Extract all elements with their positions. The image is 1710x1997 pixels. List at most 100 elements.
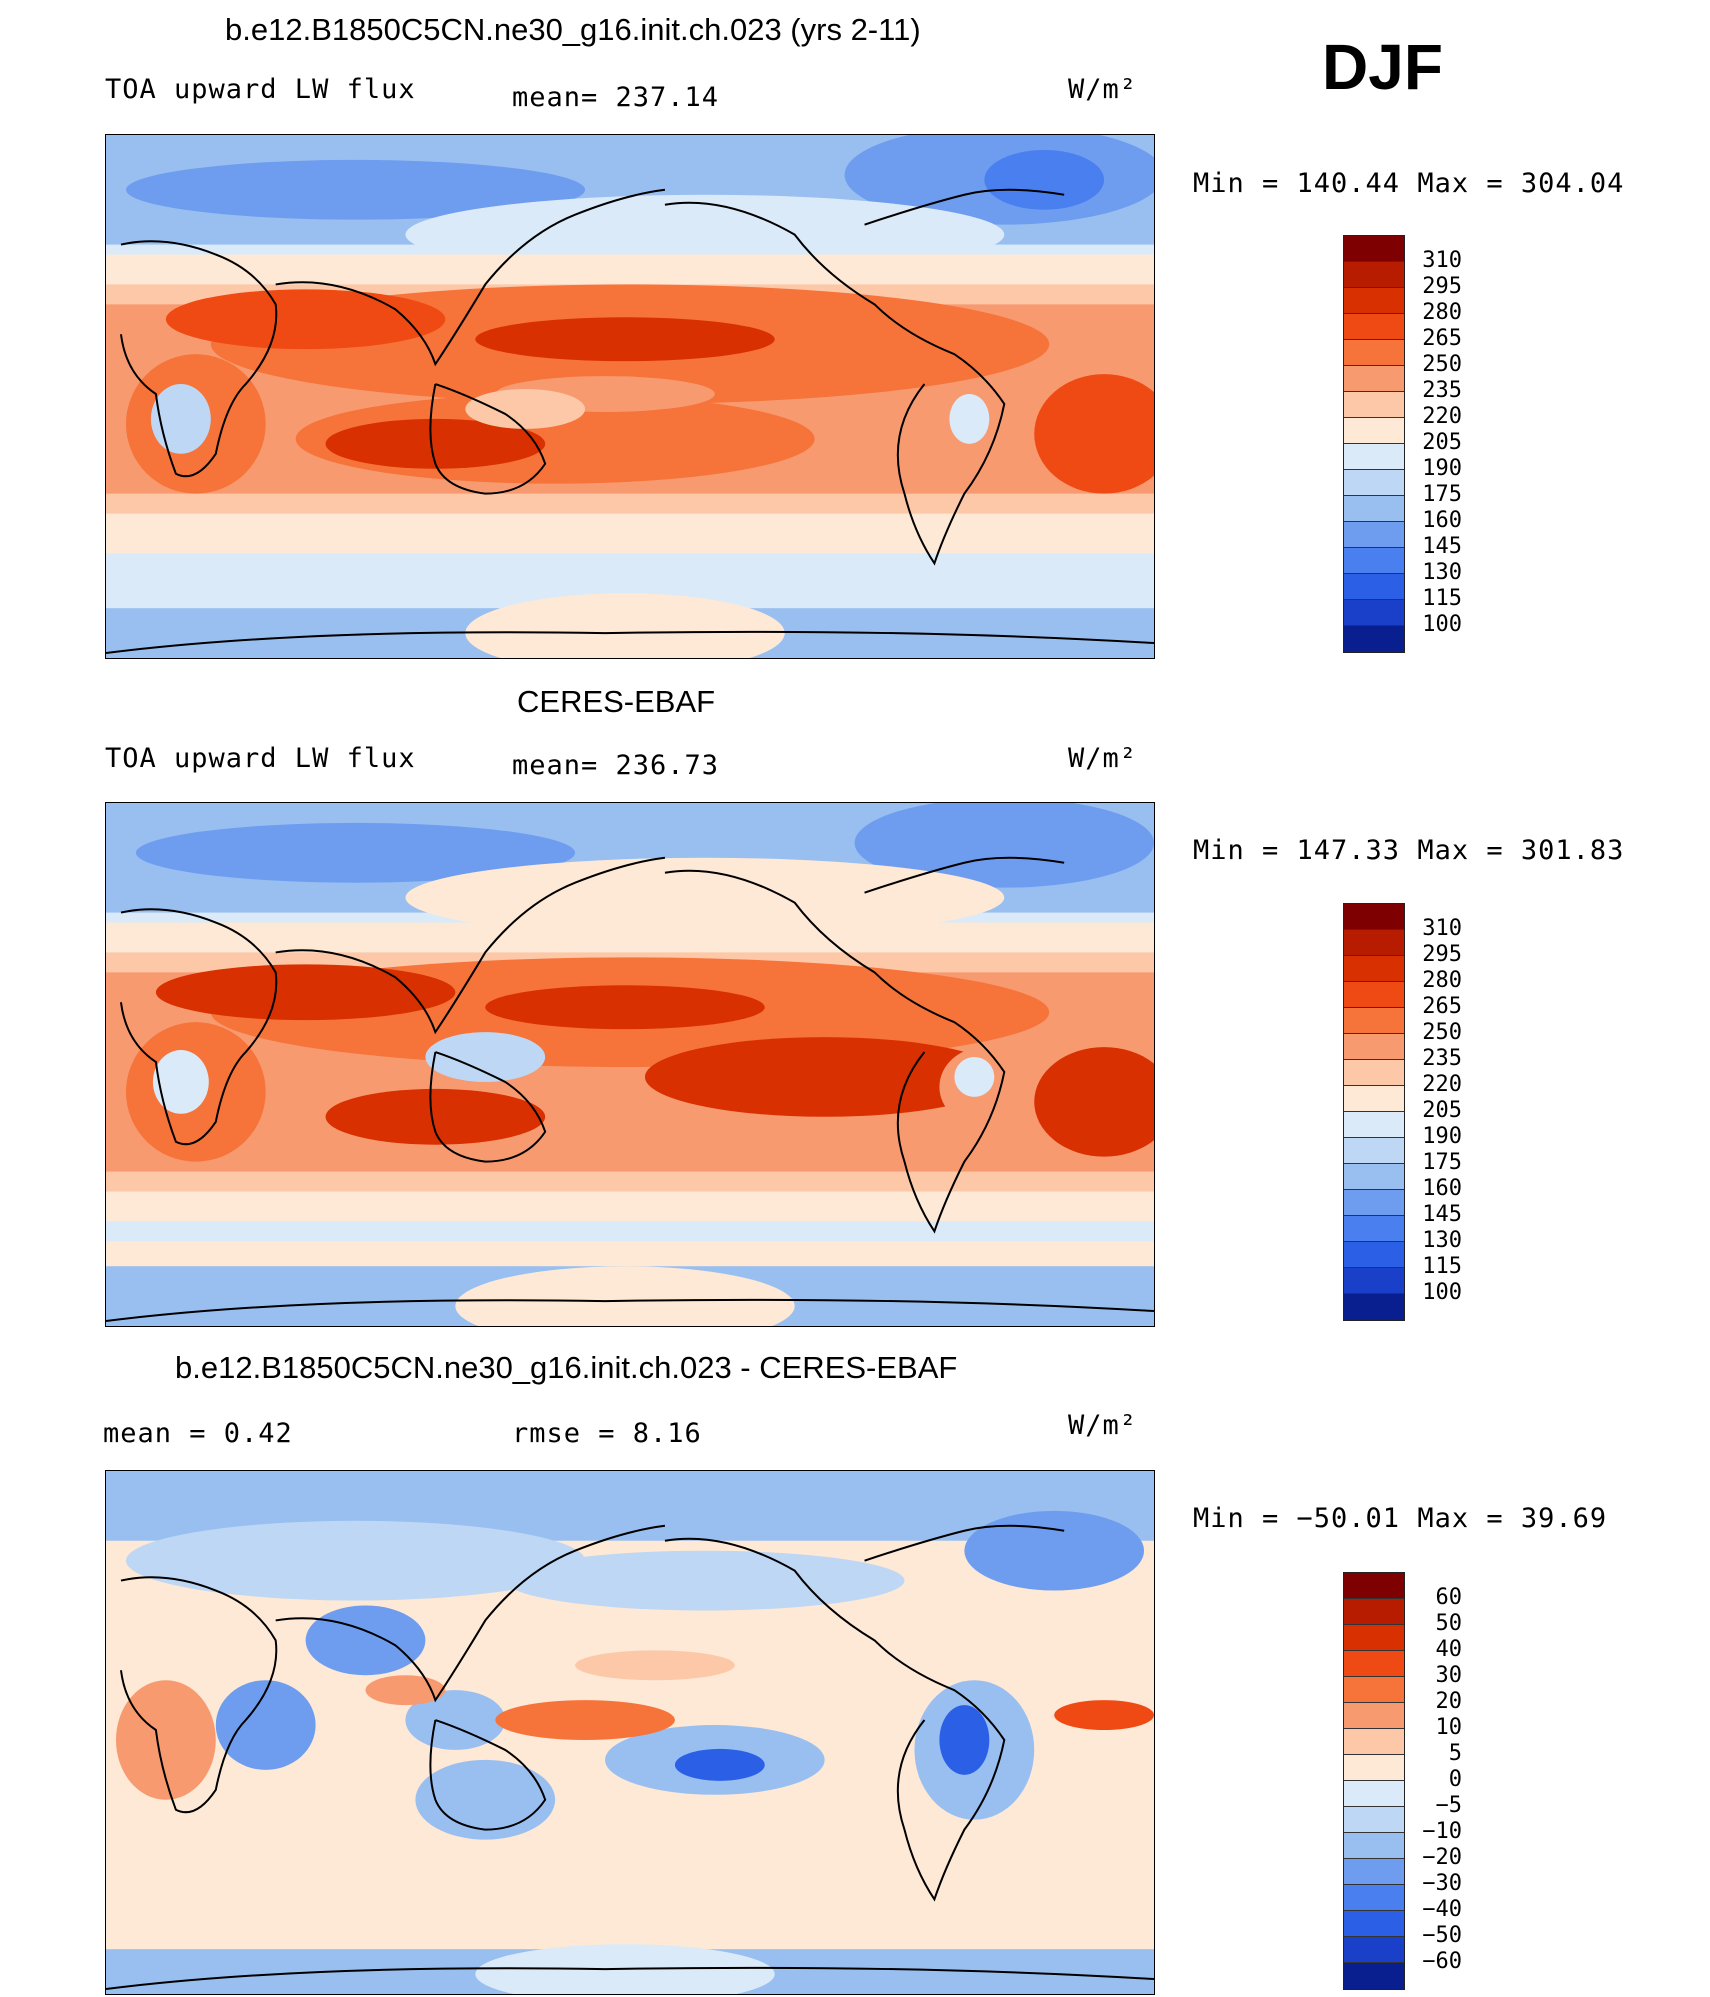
colorbar-1-segment xyxy=(1344,340,1404,366)
colorbar-1-tick: 265 xyxy=(1422,326,1462,351)
colorbar-2-tick: 235 xyxy=(1422,1046,1462,1071)
colorbar-3-tick: −10 xyxy=(1422,1819,1462,1844)
colorbar-1-segment xyxy=(1344,288,1404,314)
colorbar-3-tick: 0 xyxy=(1448,1767,1462,1792)
colorbar-1-segment xyxy=(1344,600,1404,626)
colorbar-2-tick: 145 xyxy=(1422,1202,1462,1227)
panel-3-mean-label: mean = 0.42 xyxy=(103,1418,293,1449)
panel-3-minmax-label: Min = −50.01 Max = 39.69 xyxy=(1193,1503,1608,1534)
colorbar-2-tick: 205 xyxy=(1422,1098,1462,1123)
panel-1-mean-label: mean= 237.14 xyxy=(512,82,720,113)
colorbar-3-segment xyxy=(1344,1651,1404,1677)
colorbar-3-segment xyxy=(1344,1755,1404,1781)
colorbar-1-tick: 310 xyxy=(1422,248,1462,273)
colorbar-3-segment xyxy=(1344,1807,1404,1833)
panel-3-rmse-label: rmse = 8.16 xyxy=(512,1418,702,1449)
colorbar-3-tick: 30 xyxy=(1435,1663,1463,1688)
colorbar-3-tick: 10 xyxy=(1435,1715,1463,1740)
colorbar-2-segment xyxy=(1344,1112,1404,1138)
panel-1-colorbar xyxy=(1343,235,1405,653)
panel-2-units-label: W/m² xyxy=(1068,743,1138,774)
panel-1-variable-label: TOA upward LW flux xyxy=(105,74,416,105)
panel-3-colorbar xyxy=(1343,1572,1405,1990)
colorbar-2-segment xyxy=(1344,1190,1404,1216)
colorbar-2-tick: 250 xyxy=(1422,1020,1462,1045)
colorbar-1-segment xyxy=(1344,236,1404,262)
panel-3-title: b.e12.B1850C5CN.ne30_g16.init.ch.023 - C… xyxy=(175,1350,958,1385)
colorbar-3-segment xyxy=(1344,1677,1404,1703)
colorbar-3-tick: −30 xyxy=(1422,1871,1462,1896)
colorbar-2-segment xyxy=(1344,1294,1404,1320)
colorbar-2-tick: 265 xyxy=(1422,994,1462,1019)
colorbar-2-segment xyxy=(1344,1164,1404,1190)
colorbar-1-segment xyxy=(1344,444,1404,470)
colorbar-1-tick: 235 xyxy=(1422,378,1462,403)
colorbar-1-segment xyxy=(1344,522,1404,548)
colorbar-3-segment xyxy=(1344,1729,1404,1755)
colorbar-3-segment xyxy=(1344,1625,1404,1651)
colorbar-2-tick: 160 xyxy=(1422,1176,1462,1201)
colorbar-2-tick: 310 xyxy=(1422,916,1462,941)
colorbar-1-segment xyxy=(1344,366,1404,392)
panel-1-map xyxy=(105,134,1155,659)
colorbar-1-tick: 130 xyxy=(1422,560,1462,585)
colorbar-3-segment xyxy=(1344,1859,1404,1885)
colorbar-2-segment xyxy=(1344,904,1404,930)
colorbar-2-segment xyxy=(1344,1086,1404,1112)
panel-1-units-label: W/m² xyxy=(1068,74,1138,105)
colorbar-2-tick: 130 xyxy=(1422,1228,1462,1253)
colorbar-1-tick: 100 xyxy=(1422,612,1462,637)
colorbar-3-tick: 20 xyxy=(1435,1689,1463,1714)
colorbar-3-tick: 5 xyxy=(1448,1741,1462,1766)
colorbar-1-segment xyxy=(1344,314,1404,340)
colorbar-3-segment xyxy=(1344,1703,1404,1729)
colorbar-1-segment xyxy=(1344,470,1404,496)
panel-2-mean-label: mean= 236.73 xyxy=(512,750,720,781)
colorbar-2-tick: 190 xyxy=(1422,1124,1462,1149)
colorbar-1-segment xyxy=(1344,626,1404,652)
colorbar-2-segment xyxy=(1344,1060,1404,1086)
colorbar-3-segment xyxy=(1344,1963,1404,1989)
panel-2-variable-label: TOA upward LW flux xyxy=(105,743,416,774)
panel-2-title: CERES-EBAF xyxy=(517,684,716,719)
colorbar-2-segment xyxy=(1344,930,1404,956)
colorbar-2-segment xyxy=(1344,956,1404,982)
colorbar-1-tick: 145 xyxy=(1422,534,1462,559)
colorbar-2-tick: 280 xyxy=(1422,968,1462,993)
colorbar-3-tick: 60 xyxy=(1435,1585,1463,1610)
colorbar-3-tick: −50 xyxy=(1422,1923,1462,1948)
colorbar-1-tick: 115 xyxy=(1422,586,1462,611)
colorbar-2-segment xyxy=(1344,1034,1404,1060)
panel-3-map xyxy=(105,1470,1155,1995)
panel-2-colorbar xyxy=(1343,903,1405,1321)
colorbar-3-segment xyxy=(1344,1573,1404,1599)
colorbar-1-segment xyxy=(1344,418,1404,444)
colorbar-3-segment xyxy=(1344,1833,1404,1859)
panel-2-minmax-label: Min = 147.33 Max = 301.83 xyxy=(1193,835,1625,866)
colorbar-3-tick: −40 xyxy=(1422,1897,1462,1922)
colorbar-1-segment xyxy=(1344,574,1404,600)
colorbar-2-tick: 220 xyxy=(1422,1072,1462,1097)
colorbar-2-segment xyxy=(1344,982,1404,1008)
colorbar-2-tick: 175 xyxy=(1422,1150,1462,1175)
panel-3-units-label: W/m² xyxy=(1068,1410,1138,1441)
colorbar-2-segment xyxy=(1344,1242,1404,1268)
colorbar-1-segment xyxy=(1344,496,1404,522)
colorbar-1-segment xyxy=(1344,262,1404,288)
colorbar-3-segment xyxy=(1344,1937,1404,1963)
colorbar-1-tick: 205 xyxy=(1422,430,1462,455)
colorbar-3-segment xyxy=(1344,1911,1404,1937)
colorbar-3-segment xyxy=(1344,1781,1404,1807)
colorbar-2-tick: 100 xyxy=(1422,1280,1462,1305)
colorbar-1-tick: 250 xyxy=(1422,352,1462,377)
colorbar-2-tick: 115 xyxy=(1422,1254,1462,1279)
colorbar-1-tick: 220 xyxy=(1422,404,1462,429)
colorbar-3-tick: −5 xyxy=(1435,1793,1463,1818)
colorbar-2-segment xyxy=(1344,1138,1404,1164)
colorbar-2-tick: 295 xyxy=(1422,942,1462,967)
colorbar-1-tick: 280 xyxy=(1422,300,1462,325)
colorbar-3-tick: 50 xyxy=(1435,1611,1463,1636)
colorbar-1-tick: 160 xyxy=(1422,508,1462,533)
colorbar-1-segment xyxy=(1344,392,1404,418)
colorbar-2-segment xyxy=(1344,1008,1404,1034)
